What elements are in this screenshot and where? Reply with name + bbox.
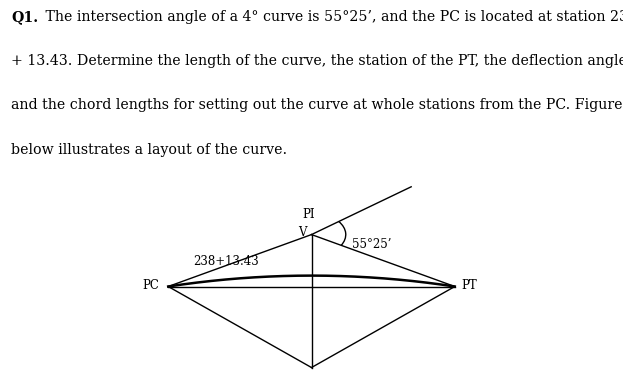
- Text: below illustrates a layout of the curve.: below illustrates a layout of the curve.: [11, 143, 287, 157]
- Text: 55°25’: 55°25’: [352, 238, 391, 251]
- Text: V: V: [298, 226, 307, 239]
- Text: 238+13.43: 238+13.43: [193, 255, 259, 268]
- Text: The intersection angle of a 4° curve is 55°25’, and the PC is located at station: The intersection angle of a 4° curve is …: [41, 10, 623, 24]
- Text: and the chord lengths for setting out the curve at whole stations from the PC. F: and the chord lengths for setting out th…: [11, 98, 623, 113]
- Text: PI: PI: [302, 208, 315, 221]
- Text: PC: PC: [142, 279, 159, 292]
- Text: PT: PT: [461, 279, 477, 292]
- Text: Q1.: Q1.: [11, 10, 39, 24]
- Text: + 13.43. Determine the length of the curve, the station of the PT, the deflectio: + 13.43. Determine the length of the cur…: [11, 54, 623, 68]
